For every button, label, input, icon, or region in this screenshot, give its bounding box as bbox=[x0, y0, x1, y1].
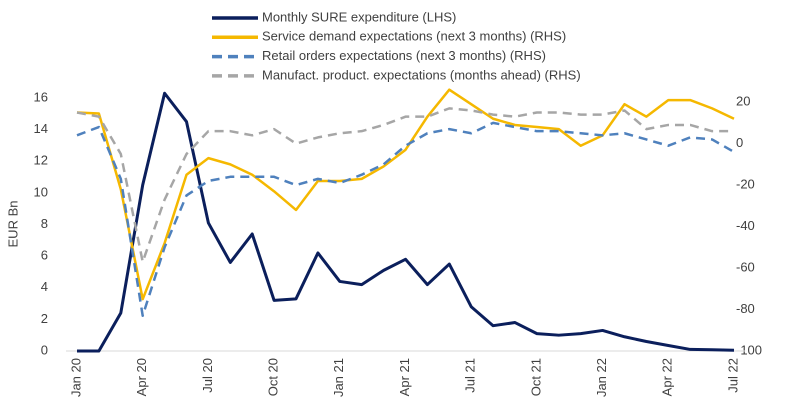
y2-tick-label: 20 bbox=[736, 94, 750, 109]
y-tick-label: 6 bbox=[41, 248, 48, 263]
y-tick-label: 10 bbox=[34, 184, 48, 199]
x-tick-label: Jul 21 bbox=[463, 358, 478, 393]
x-tick-label: Jan 20 bbox=[68, 358, 83, 397]
y2-tick-label: -100 bbox=[736, 342, 762, 357]
y2-tick-label: -60 bbox=[736, 259, 755, 274]
series-line bbox=[76, 107, 734, 264]
y2-tick-label: 0 bbox=[736, 135, 743, 150]
series-line bbox=[77, 91, 735, 353]
y-tick-label: 0 bbox=[41, 342, 48, 357]
y-tick-label: 2 bbox=[41, 311, 48, 326]
y2-tick-label: -80 bbox=[736, 301, 755, 316]
x-tick-label: Jul 22 bbox=[725, 358, 740, 393]
x-tick-label: Oct 21 bbox=[528, 358, 543, 396]
x-tick-label: Jul 20 bbox=[200, 358, 215, 393]
y2-tick-label: -40 bbox=[736, 218, 755, 233]
y-tick-label: 4 bbox=[41, 279, 48, 294]
legend-label: Retail orders expectations (next 3 month… bbox=[262, 48, 546, 63]
y2-tick-label: -20 bbox=[736, 177, 755, 192]
x-tick-label: Jan 22 bbox=[594, 358, 609, 397]
x-tick-label: Apr 22 bbox=[660, 358, 675, 396]
legend-label: Manufact. product. expectations (months … bbox=[262, 67, 581, 82]
x-tick-label: Apr 21 bbox=[397, 358, 412, 396]
series-line bbox=[76, 88, 735, 301]
x-tick-label: Apr 20 bbox=[134, 358, 149, 396]
y-tick-label: 8 bbox=[41, 216, 48, 231]
y-axis-label: EUR Bn bbox=[5, 201, 20, 248]
series-line bbox=[76, 121, 735, 317]
y-tick-label: 12 bbox=[34, 153, 48, 168]
x-tick-label: Oct 20 bbox=[266, 358, 281, 396]
legend-label: Service demand expectations (next 3 mont… bbox=[262, 29, 566, 44]
y-tick-label: 16 bbox=[34, 89, 48, 104]
x-tick-label: Jan 21 bbox=[331, 358, 346, 397]
y-tick-label: 14 bbox=[34, 121, 48, 136]
legend-label: Monthly SURE expenditure (LHS) bbox=[262, 9, 456, 24]
